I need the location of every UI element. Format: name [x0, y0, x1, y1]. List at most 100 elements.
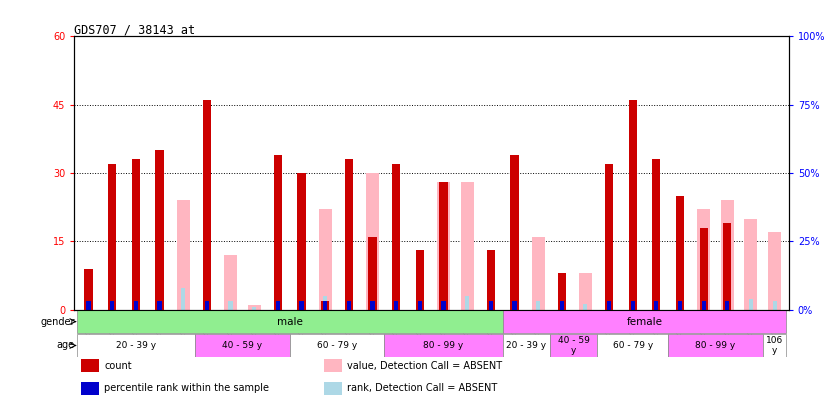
Bar: [319, 209, 331, 310]
Bar: [678, 301, 682, 310]
Bar: [110, 301, 114, 310]
Bar: [370, 293, 374, 310]
Bar: [676, 196, 684, 310]
Bar: [439, 182, 448, 310]
Bar: [368, 237, 377, 310]
Bar: [273, 155, 282, 310]
Bar: [77, 334, 195, 357]
Bar: [299, 301, 304, 310]
Text: percentile rank within the sample: percentile rank within the sample: [104, 384, 269, 393]
Bar: [370, 301, 374, 310]
Bar: [347, 301, 351, 310]
Bar: [108, 164, 116, 310]
Bar: [768, 232, 781, 310]
Bar: [82, 382, 99, 395]
Bar: [276, 301, 280, 310]
Bar: [155, 150, 164, 310]
Bar: [697, 209, 710, 310]
Bar: [558, 273, 566, 310]
Bar: [248, 305, 261, 310]
Text: 80 - 99 y: 80 - 99 y: [695, 341, 736, 350]
Bar: [654, 301, 658, 310]
Bar: [290, 334, 384, 357]
Bar: [512, 301, 516, 310]
Bar: [724, 223, 732, 310]
Bar: [607, 301, 611, 310]
Bar: [205, 301, 209, 310]
Text: 20 - 39 y: 20 - 39 y: [116, 341, 156, 350]
Bar: [366, 173, 379, 310]
Bar: [630, 301, 635, 310]
Bar: [559, 301, 564, 310]
Bar: [321, 301, 330, 310]
Bar: [437, 182, 450, 310]
Bar: [384, 334, 502, 357]
Bar: [392, 164, 401, 310]
Bar: [725, 296, 729, 310]
Bar: [700, 228, 708, 310]
Bar: [224, 255, 237, 310]
Text: gender: gender: [40, 317, 74, 326]
Bar: [605, 164, 613, 310]
Bar: [653, 160, 661, 310]
Bar: [489, 301, 493, 310]
Bar: [325, 382, 342, 395]
Bar: [77, 310, 502, 333]
Bar: [394, 301, 398, 310]
Bar: [465, 296, 469, 310]
Bar: [131, 160, 140, 310]
Bar: [510, 155, 519, 310]
Bar: [344, 160, 353, 310]
Bar: [82, 359, 99, 372]
Bar: [158, 301, 162, 310]
Bar: [84, 269, 93, 310]
Text: rank, Detection Call = ABSENT: rank, Detection Call = ABSENT: [347, 384, 497, 393]
Bar: [579, 273, 592, 310]
Bar: [721, 200, 733, 310]
Bar: [461, 182, 473, 310]
Text: age: age: [56, 341, 74, 350]
Bar: [202, 100, 211, 310]
Bar: [772, 301, 776, 310]
Bar: [325, 359, 342, 372]
Bar: [701, 301, 705, 310]
Bar: [87, 301, 91, 310]
Bar: [762, 334, 786, 357]
Bar: [195, 334, 290, 357]
Bar: [441, 296, 445, 310]
Bar: [487, 250, 495, 310]
Bar: [725, 301, 729, 310]
Text: 40 - 59
y: 40 - 59 y: [558, 336, 590, 355]
Bar: [550, 334, 597, 357]
Bar: [744, 219, 757, 310]
Bar: [502, 310, 786, 333]
Text: 80 - 99 y: 80 - 99 y: [423, 341, 463, 350]
Bar: [177, 200, 190, 310]
Text: GDS707 / 38143_at: GDS707 / 38143_at: [74, 23, 196, 36]
Text: 60 - 79 y: 60 - 79 y: [317, 341, 357, 350]
Text: value, Detection Call = ABSENT: value, Detection Call = ABSENT: [347, 360, 502, 371]
Text: 40 - 59 y: 40 - 59 y: [222, 341, 263, 350]
Text: male: male: [277, 317, 302, 326]
Text: 60 - 79 y: 60 - 79 y: [613, 341, 653, 350]
Bar: [323, 301, 327, 310]
Text: 20 - 39 y: 20 - 39 y: [506, 341, 546, 350]
Bar: [323, 296, 327, 310]
Bar: [597, 334, 668, 357]
Bar: [252, 307, 256, 310]
Bar: [629, 100, 637, 310]
Bar: [701, 299, 705, 310]
Text: count: count: [104, 360, 132, 371]
Bar: [749, 299, 753, 310]
Bar: [228, 301, 233, 310]
Bar: [668, 334, 762, 357]
Bar: [502, 334, 550, 357]
Bar: [297, 173, 306, 310]
Bar: [415, 250, 424, 310]
Bar: [536, 301, 540, 310]
Text: 106
y: 106 y: [766, 336, 783, 355]
Bar: [441, 301, 445, 310]
Bar: [134, 301, 138, 310]
Bar: [583, 304, 587, 310]
Bar: [532, 237, 544, 310]
